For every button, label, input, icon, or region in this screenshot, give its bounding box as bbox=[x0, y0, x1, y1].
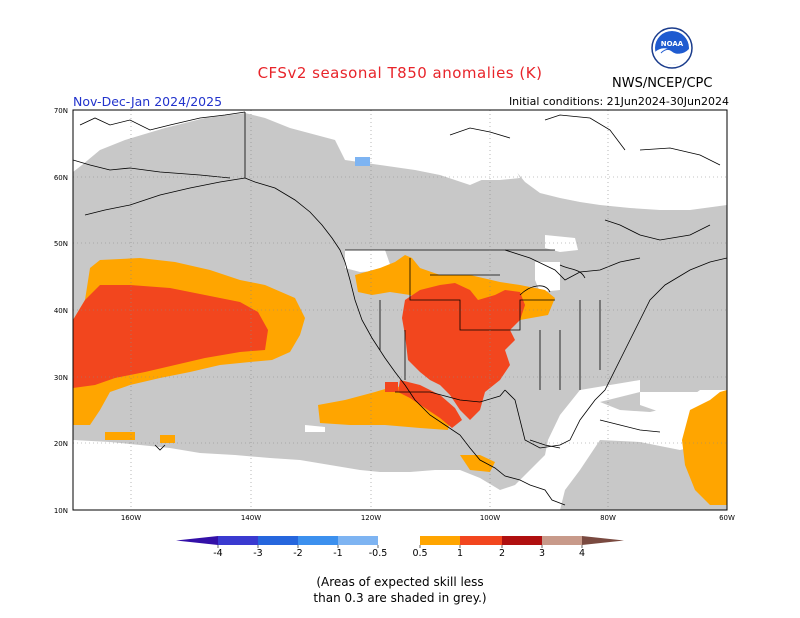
skill-note: (Areas of expected skill less than 0.3 a… bbox=[0, 574, 800, 606]
svg-text:NOAA: NOAA bbox=[661, 40, 684, 48]
latitude-labels: 70N 60N 50N 40N 30N 20N 10N bbox=[54, 107, 68, 515]
lat-label: 60N bbox=[54, 174, 68, 182]
lat-label: 40N bbox=[54, 307, 68, 315]
cold-anomaly-patch bbox=[355, 157, 370, 166]
lon-label: 160W bbox=[121, 514, 141, 522]
skill-note-line-2: than 0.3 are shaded in grey.) bbox=[313, 591, 487, 605]
season-label: Nov-Dec-Jan 2024/2025 bbox=[73, 94, 223, 109]
lon-label: 140W bbox=[241, 514, 261, 522]
noaa-logo: NOAA bbox=[651, 27, 693, 69]
lon-label: 60W bbox=[719, 514, 735, 522]
lon-label: 120W bbox=[361, 514, 381, 522]
skill-note-line-1: (Areas of expected skill less bbox=[316, 575, 484, 589]
no-data-white-areas bbox=[73, 110, 727, 510]
map-boundaries bbox=[73, 111, 727, 506]
lat-label: 10N bbox=[54, 507, 68, 515]
longitude-labels: 160W 140W 120W 100W 80W 60W bbox=[121, 514, 735, 522]
lat-label: 20N bbox=[54, 440, 68, 448]
page-title: CFSv2 seasonal T850 anomalies (K) bbox=[257, 64, 543, 82]
lat-label: 30N bbox=[54, 374, 68, 382]
lon-label: 80W bbox=[600, 514, 616, 522]
agency-label: NWS/NCEP/CPC bbox=[612, 76, 713, 91]
lon-label: 100W bbox=[480, 514, 500, 522]
lat-label: 70N bbox=[54, 107, 68, 115]
initial-conditions-label: Initial conditions: 21Jun2024-30Jun2024 bbox=[508, 95, 729, 108]
graticule bbox=[73, 110, 727, 510]
lat-label: 50N bbox=[54, 240, 68, 248]
